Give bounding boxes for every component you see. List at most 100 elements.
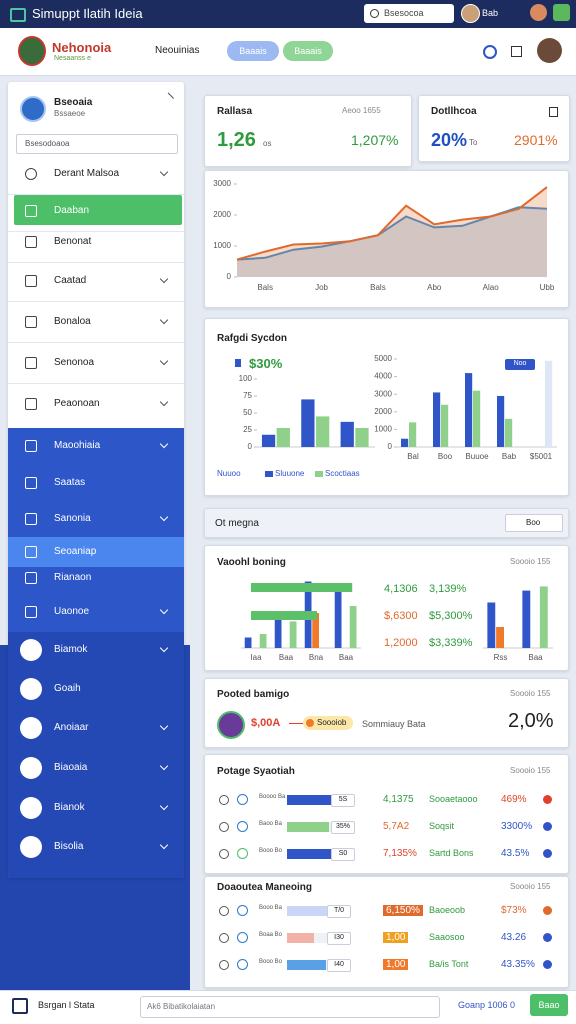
sidebar-item[interactable]: Saatas: [54, 477, 86, 488]
status-dot: [543, 933, 552, 942]
input[interactable]: Ak6 Bibatikolaiatan: [140, 996, 440, 1018]
sidebar-item[interactable]: Uaonoe: [54, 606, 90, 617]
row-change: 43.5%: [501, 848, 530, 859]
item-icon: [25, 572, 37, 584]
row-pill: I40: [327, 959, 351, 972]
sidebar-item[interactable]: Maoohiaia: [54, 440, 101, 451]
chart: Iaa Baa Bna Baa Rss Baa: [241, 581, 553, 662]
row-icon: [237, 848, 248, 859]
stat-value: 4,1306: [384, 583, 418, 595]
sidebar-item[interactable]: Bonaloa: [54, 316, 91, 327]
chart: [287, 795, 347, 859]
button[interactable]: Baaais: [283, 41, 333, 61]
sidebar-item[interactable]: Peaonoan: [54, 398, 100, 409]
pill-label: 35%: [335, 823, 350, 830]
row-tag: Boooo Ba: [259, 794, 286, 800]
bar: [497, 395, 505, 447]
bar: [261, 434, 276, 447]
sidebar-item[interactable]: Bianok: [54, 802, 85, 813]
sidebar-item[interactable]: Daaban: [54, 205, 90, 216]
bar: [433, 392, 441, 447]
row-icon: [237, 794, 248, 805]
chevron: [159, 315, 169, 325]
bar: [276, 427, 290, 447]
logo: [18, 36, 46, 66]
row-icon: [237, 959, 248, 970]
row-change: 43.26: [501, 932, 527, 943]
card-note: Soooio 155: [510, 689, 551, 698]
y-tick-label: 0: [388, 442, 393, 451]
icon-circle: [20, 797, 42, 819]
divider: [8, 301, 184, 302]
x-tick-label: Bal: [407, 452, 419, 461]
close-icon[interactable]: [161, 92, 175, 105]
progress-bar: [287, 960, 326, 970]
y-tick-label: 25: [243, 425, 252, 434]
search-icon: [370, 9, 379, 18]
button[interactable]: Baao: [530, 994, 568, 1016]
sidebar-item[interactable]: Goaih: [54, 683, 81, 694]
sidebar-search[interactable]: Bsesodoaoa: [16, 134, 178, 154]
card-title: Vaoohl boning: [217, 557, 286, 568]
card-note: Soooio 155: [510, 557, 551, 566]
item-icon: [25, 168, 37, 180]
row-label: Sooaetaooo: [429, 794, 478, 804]
sidebar-item[interactable]: Benonat: [54, 236, 92, 247]
row-value: 1,00: [383, 932, 409, 943]
x-tick-label: Bals: [257, 283, 273, 292]
sidebar-subtitle: Bssaeoe: [54, 109, 86, 118]
chart-card: Vaoohl boning Soooio 155 Iaa Baa Bna Baa Rss Ba…: [204, 545, 569, 671]
row-tag: Boaa Bo: [259, 932, 283, 938]
item-icon: [25, 513, 37, 525]
row-icon: [219, 960, 229, 970]
arrow: [289, 723, 303, 724]
sidebar-item[interactable]: Bisolia: [54, 841, 84, 852]
row-value: 4,1375: [383, 794, 414, 805]
sidebar-item[interactable]: Seoaniap: [54, 546, 97, 557]
link[interactable]: Goanp 1006 0: [458, 1000, 516, 1010]
card-note: Soooio 155: [510, 766, 551, 775]
row-change: 3300%: [501, 821, 533, 832]
sidebar-item[interactable]: Biamok: [54, 644, 88, 655]
bar: [496, 627, 504, 648]
x-tick-label: Abo: [427, 283, 442, 292]
stat-card: Dotllhcoa 20% To 2901%: [418, 95, 570, 162]
sidebar-item[interactable]: Biaoaia: [54, 762, 88, 773]
bar: [274, 620, 282, 648]
row-icon: [237, 932, 248, 943]
icon-circle: [20, 757, 42, 779]
card-title: Potage Syaotiah: [217, 766, 295, 777]
x-tick-label: Baa: [528, 653, 543, 662]
stat-change: 1,207%: [351, 132, 399, 148]
filter-title: Ot megna: [215, 518, 259, 529]
chart-card: Rafgdi Sycdon $30% 0 25 50 75 100 0 1000 2000 3000…: [204, 318, 569, 496]
horizontal-bar: [251, 611, 317, 620]
pill-label: Soooiob: [317, 718, 347, 727]
status-dot: [543, 906, 552, 915]
status-dot: [543, 822, 552, 831]
card-title: Rafgdi Sycdon: [217, 333, 288, 344]
chart: [287, 906, 347, 970]
sidebar-item[interactable]: Rianaon: [54, 572, 92, 583]
card-title: Pooted bamigo: [217, 689, 290, 700]
row-value: 5,7A2: [383, 821, 410, 832]
area: [237, 207, 547, 277]
row-label: Baoeoob: [429, 905, 466, 915]
sidebar-item[interactable]: Senonoa: [54, 357, 95, 368]
bar: [349, 606, 357, 648]
search-box[interactable]: Bsesocoa: [364, 4, 454, 23]
row-icon: [219, 795, 229, 805]
sidebar-item[interactable]: Caatad: [54, 275, 87, 286]
line: [236, 186, 548, 261]
sidebar-item[interactable]: Derant Malsoa: [54, 168, 120, 179]
dropdown[interactable]: Boo: [505, 514, 563, 532]
sidebar-item[interactable]: Anoiaar: [54, 722, 89, 733]
button[interactable]: Baaais: [227, 41, 279, 61]
sidebar-item[interactable]: Sanonia: [54, 513, 91, 524]
legend-label: Noo: [513, 360, 527, 367]
nav-link[interactable]: Neouinias: [155, 45, 200, 56]
stat-value: 1,26: [217, 129, 256, 151]
row-tag: Booo Ba: [259, 905, 283, 911]
item-icon: [25, 357, 37, 369]
pill: Soooiob: [303, 716, 353, 730]
